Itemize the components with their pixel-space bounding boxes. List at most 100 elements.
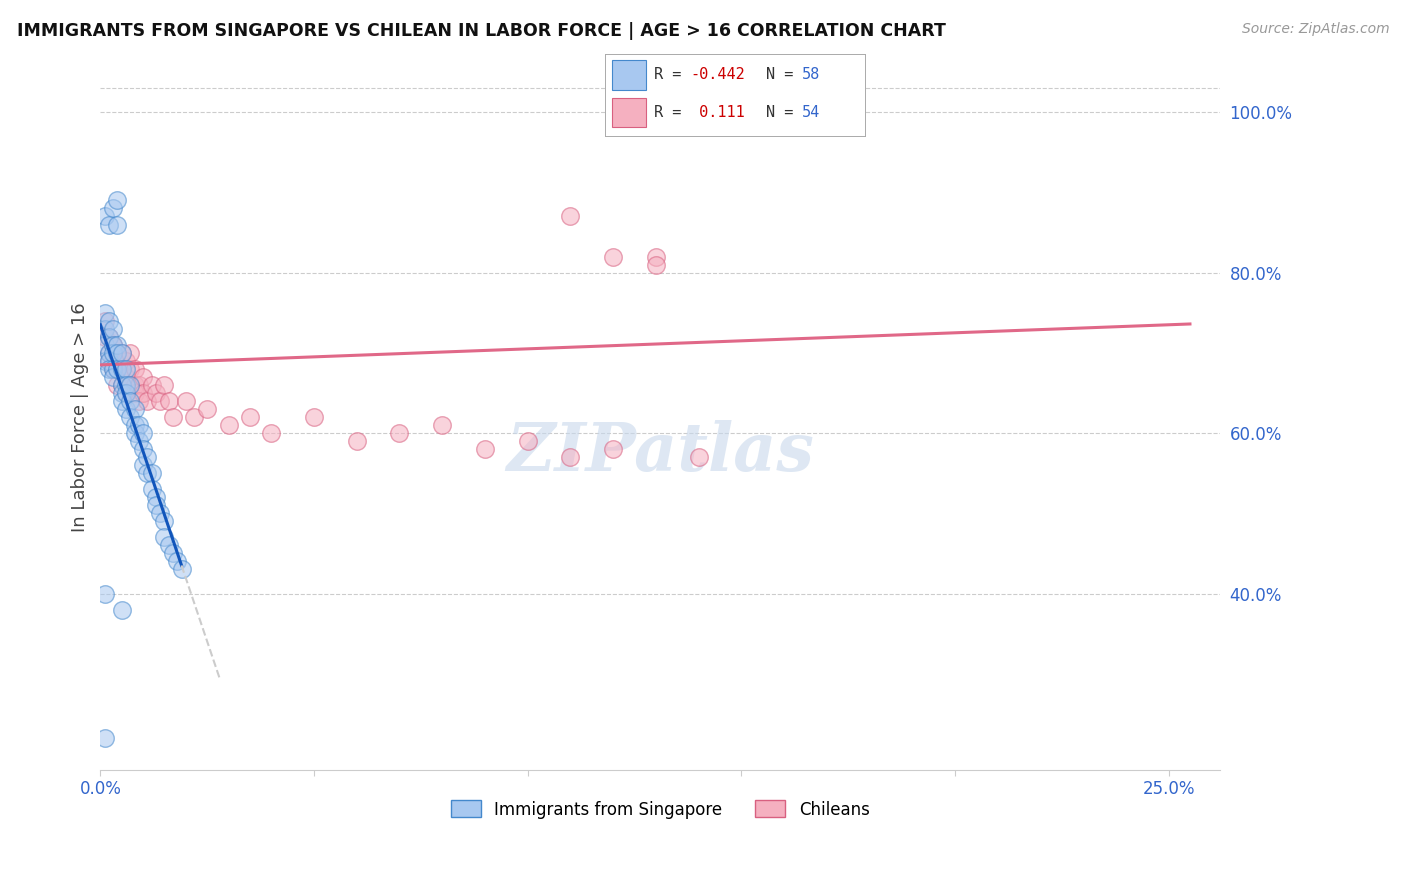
Point — [97, 354, 120, 368]
Point — [153, 530, 176, 544]
Point — [602, 442, 624, 456]
Point — [97, 362, 120, 376]
Text: R =: R = — [654, 105, 682, 120]
Point — [97, 346, 120, 360]
Point — [107, 218, 129, 232]
Point — [239, 410, 262, 425]
Point — [688, 450, 710, 464]
Point — [115, 386, 138, 401]
Point — [115, 354, 138, 368]
Point — [93, 210, 115, 224]
Point — [602, 250, 624, 264]
Point — [111, 394, 134, 409]
Point — [141, 482, 163, 496]
Point — [136, 466, 159, 480]
Point — [162, 546, 184, 560]
Point — [218, 418, 240, 433]
Point — [107, 378, 129, 392]
Point — [560, 450, 582, 464]
Point — [128, 394, 150, 409]
Text: 58: 58 — [803, 68, 821, 82]
Point — [101, 322, 124, 336]
Point — [124, 426, 146, 441]
Point — [120, 346, 142, 360]
Bar — [613, 98, 647, 128]
Point — [132, 370, 155, 384]
Point — [474, 442, 496, 456]
Point — [101, 362, 124, 376]
Point — [93, 354, 115, 368]
Point — [101, 354, 124, 368]
Point — [101, 370, 124, 384]
Text: -0.442: -0.442 — [690, 68, 745, 82]
Text: 54: 54 — [803, 105, 821, 120]
Point — [115, 370, 138, 384]
Point — [101, 362, 124, 376]
Bar — [613, 60, 647, 89]
Point — [97, 330, 120, 344]
Point — [153, 378, 176, 392]
Point — [145, 490, 167, 504]
Point — [115, 402, 138, 417]
Point — [101, 202, 124, 216]
Point — [107, 346, 129, 360]
Point — [97, 330, 120, 344]
Point — [101, 338, 124, 352]
Point — [107, 194, 129, 208]
Point — [111, 346, 134, 360]
Text: R =: R = — [654, 68, 682, 82]
Point — [166, 554, 188, 568]
Point — [101, 338, 124, 352]
Point — [128, 378, 150, 392]
Point — [195, 402, 218, 417]
Point — [120, 362, 142, 376]
Point — [97, 354, 120, 368]
Point — [120, 378, 142, 392]
Point — [101, 346, 124, 360]
Point — [132, 386, 155, 401]
Point — [93, 586, 115, 600]
Point — [136, 450, 159, 464]
Text: Source: ZipAtlas.com: Source: ZipAtlas.com — [1241, 22, 1389, 37]
Point — [124, 386, 146, 401]
Point — [174, 394, 197, 409]
Point — [430, 418, 453, 433]
Text: ZIPatlas: ZIPatlas — [506, 420, 814, 485]
Point — [93, 306, 115, 320]
Point — [115, 386, 138, 401]
Point — [107, 362, 129, 376]
Point — [111, 362, 134, 376]
Point — [93, 330, 115, 344]
Point — [560, 210, 582, 224]
Point — [346, 434, 368, 449]
Point — [516, 434, 538, 449]
Point — [93, 338, 115, 352]
Point — [170, 562, 193, 576]
Point — [93, 731, 115, 745]
Point — [162, 410, 184, 425]
Point — [107, 338, 129, 352]
Point — [157, 394, 180, 409]
Point — [115, 362, 138, 376]
Point — [183, 410, 205, 425]
Point — [644, 258, 666, 272]
Text: IMMIGRANTS FROM SINGAPORE VS CHILEAN IN LABOR FORCE | AGE > 16 CORRELATION CHART: IMMIGRANTS FROM SINGAPORE VS CHILEAN IN … — [17, 22, 946, 40]
Point — [132, 458, 155, 472]
Point — [93, 322, 115, 336]
Point — [107, 346, 129, 360]
Point — [120, 378, 142, 392]
Point — [136, 394, 159, 409]
Text: 0.111: 0.111 — [690, 105, 745, 120]
Point — [388, 426, 411, 441]
Point — [157, 538, 180, 552]
Text: N =: N = — [766, 68, 793, 82]
Point — [120, 410, 142, 425]
Point — [97, 314, 120, 328]
Point — [111, 378, 134, 392]
Point — [93, 314, 115, 328]
Point — [97, 218, 120, 232]
Point — [124, 418, 146, 433]
Text: N =: N = — [766, 105, 793, 120]
Point — [132, 426, 155, 441]
Point — [128, 418, 150, 433]
